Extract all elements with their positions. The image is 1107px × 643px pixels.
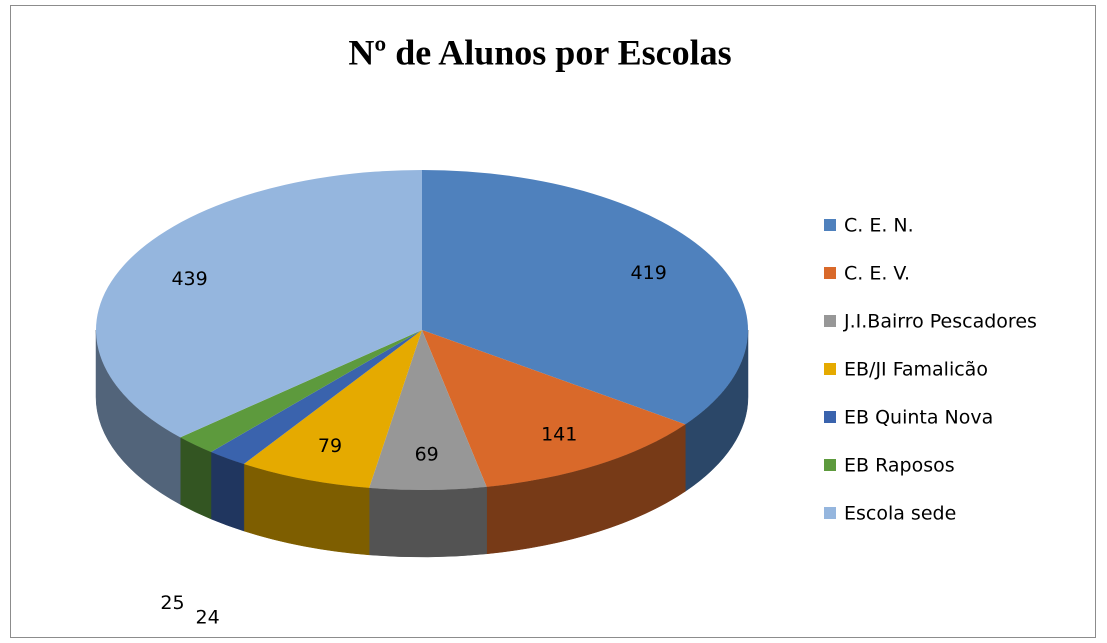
data-label: 79 bbox=[318, 435, 342, 457]
legend-swatch bbox=[824, 459, 836, 471]
pie-slice bbox=[422, 330, 686, 487]
pie-slice bbox=[180, 330, 422, 452]
pie-slice bbox=[369, 330, 487, 490]
legend: C. E. N. C. E. V. J.I.Bairro Pescadores EB/… bbox=[824, 215, 1037, 525]
chart-title: Nº de Alunos por Escolas bbox=[348, 32, 731, 72]
legend-label: EB/JI Famalicão bbox=[844, 359, 988, 381]
legend-label: Escola sede bbox=[844, 503, 956, 525]
pie-sides bbox=[95, 329, 749, 558]
legend-label: C. E. N. bbox=[844, 215, 914, 237]
pie-slice bbox=[210, 330, 422, 465]
legend-swatch bbox=[824, 315, 836, 327]
legend-swatch bbox=[824, 363, 836, 375]
legend-label: EB Raposos bbox=[844, 455, 955, 477]
pie-slice bbox=[243, 330, 422, 488]
legend-swatch bbox=[824, 507, 836, 519]
pie-side bbox=[368, 486, 487, 558]
legend-label: EB Quinta Nova bbox=[844, 407, 993, 429]
pie-slice bbox=[422, 170, 748, 425]
pie-slice bbox=[95, 170, 423, 438]
legend-swatch bbox=[824, 267, 836, 279]
legend-swatch bbox=[824, 411, 836, 423]
legend-label: C. E. V. bbox=[844, 263, 910, 285]
data-labels: 419 141 69 79 24 25 439 bbox=[160, 262, 666, 629]
data-label: 69 bbox=[415, 443, 439, 465]
data-label: 24 bbox=[195, 607, 219, 629]
data-label: 25 bbox=[160, 592, 184, 614]
legend-label: J.I.Bairro Pescadores bbox=[843, 311, 1037, 333]
legend-swatch bbox=[824, 219, 836, 231]
data-label: 419 bbox=[631, 262, 667, 284]
pie-side bbox=[210, 451, 245, 532]
data-label: 141 bbox=[541, 424, 577, 446]
data-label: 439 bbox=[171, 268, 207, 290]
pie-tops bbox=[95, 170, 748, 490]
